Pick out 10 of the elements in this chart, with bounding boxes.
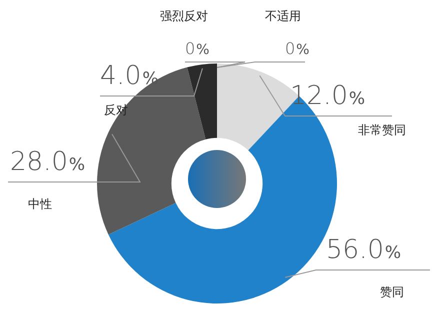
data-label: 56.0%: [326, 235, 402, 265]
category-label: 强烈反对: [160, 9, 208, 23]
slice-label: 中性: [28, 197, 52, 211]
category-label: 不适用: [265, 9, 301, 23]
text: 0%: [285, 39, 310, 58]
slice-label: 非常赞同: [358, 123, 406, 137]
data-label: 28.0%: [10, 147, 86, 177]
data-label: 12.0%: [290, 81, 366, 111]
slice-label: 赞同: [380, 285, 404, 299]
text: 0%: [185, 39, 210, 58]
